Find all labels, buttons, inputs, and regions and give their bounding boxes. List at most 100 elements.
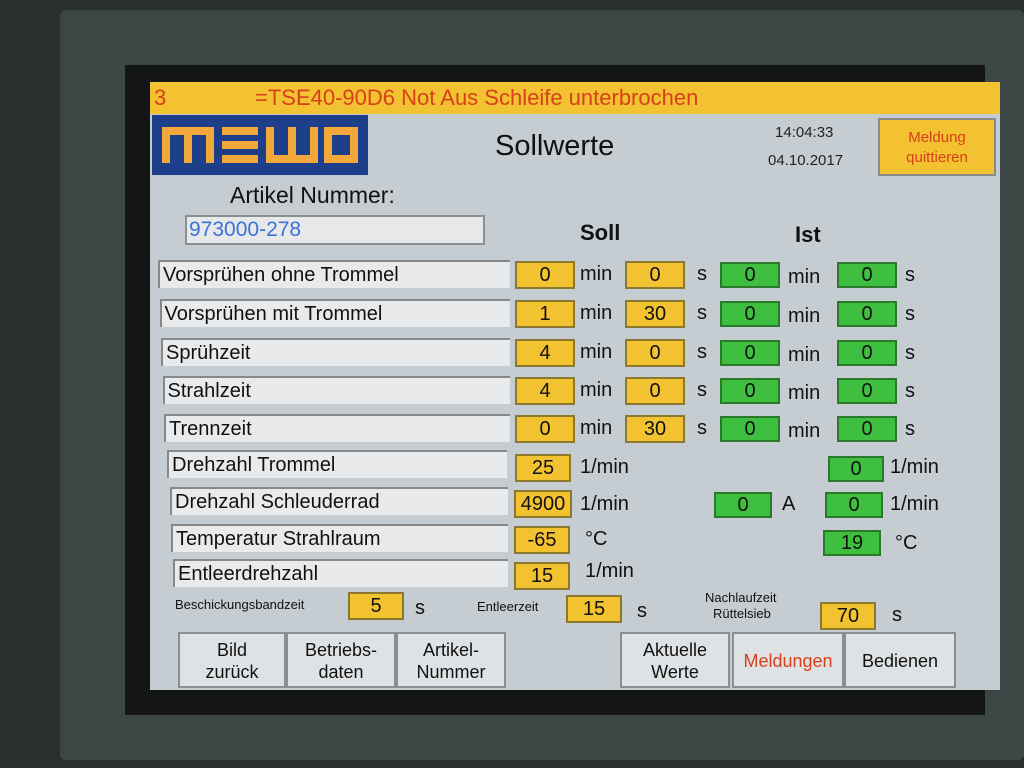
nav-button-0[interactable]: Bild zurück [178, 632, 286, 688]
soll-min-input[interactable]: 0 [515, 261, 575, 289]
nav-button-line2: Werte [651, 662, 699, 682]
schleuderrad-current-ist: 0 [714, 492, 772, 518]
hmi-screen: 3 =TSE40-90D6 Not Aus Schleife unterbroc… [150, 82, 1000, 690]
unit: min [580, 379, 613, 401]
beschickung-value[interactable]: 5 [348, 592, 404, 620]
soll-s-input[interactable]: 30 [625, 300, 685, 328]
unit: s [697, 417, 707, 439]
ist-min-value: 0 [720, 301, 780, 327]
unit: s [905, 380, 915, 402]
row-label: Vorsprühen mit Trommel [159, 299, 510, 327]
alarm-bar[interactable]: 3 =TSE40-90D6 Not Aus Schleife unterbroc… [150, 82, 1000, 114]
ist-s-value: 0 [837, 262, 897, 288]
drehzahl-trommel-ist: 0 [828, 456, 884, 482]
unit: s [905, 303, 915, 325]
row-label: Sprühzeit [161, 338, 510, 366]
unit: s [905, 418, 915, 440]
soll-s-input[interactable]: 0 [625, 261, 685, 289]
unit: °C [895, 532, 918, 554]
unit: min [788, 382, 821, 404]
article-number-input[interactable]: 973000-278 [185, 215, 485, 245]
nav-button-line1: Bedienen [861, 651, 939, 671]
alarm-number: 3 [154, 85, 167, 110]
drehzahl-trommel-label: Drehzahl Trommel [167, 450, 507, 478]
row-label: Trennzeit [164, 414, 510, 442]
nav-button-3[interactable]: Aktuelle Werte [620, 632, 730, 688]
ist-s-value: 0 [837, 340, 897, 366]
nav-button-line2: zurück [205, 662, 259, 682]
nav-button-line1: Bild [216, 640, 247, 660]
unit: s [697, 302, 707, 324]
mewo-logo [152, 115, 368, 175]
row-label: Vorsprühen ohne Trommel [158, 260, 510, 288]
nav-button-line1: Aktuelle [642, 640, 708, 660]
ist-s-value: 0 [837, 416, 897, 442]
soll-s-input[interactable]: 0 [625, 339, 685, 367]
entleerzeit-value[interactable]: 15 [566, 595, 622, 623]
unit: 1/min [585, 560, 634, 582]
ist-min-value: 0 [720, 262, 780, 288]
unit: min [580, 263, 613, 285]
entleerdrehzahl-soll[interactable]: 15 [514, 562, 570, 590]
alarm-text: =TSE40-90D6 Not Aus Schleife unterbroche… [255, 85, 699, 110]
unit: 1/min [580, 456, 629, 478]
nachlaufzeit-value[interactable]: 70 [820, 602, 876, 630]
nav-button-5[interactable]: Bedienen [844, 632, 956, 688]
unit: 1/min [580, 493, 629, 515]
page-title: Sollwerte [495, 130, 615, 162]
unit: °C [585, 528, 608, 550]
unit: s [637, 600, 647, 622]
soll-header: Soll [580, 220, 621, 245]
acknowledge-message-button[interactable]: Meldung quittieren [878, 118, 996, 176]
soll-s-input[interactable]: 0 [625, 377, 685, 405]
unit: 1/min [890, 456, 939, 478]
row-label: Strahlzeit [162, 376, 510, 404]
unit: 1/min [890, 493, 939, 515]
unit: s [892, 604, 902, 626]
drehzahl-schleuderrad-label: Drehzahl Schleuderrad [170, 487, 508, 515]
soll-min-input[interactable]: 0 [515, 415, 575, 443]
unit: s [697, 341, 707, 363]
unit: min [788, 305, 821, 327]
unit: A [782, 493, 796, 515]
ist-min-value: 0 [720, 378, 780, 404]
drehzahl-trommel-soll[interactable]: 25 [515, 454, 571, 482]
soll-min-input[interactable]: 4 [515, 339, 575, 367]
drehzahl-schleuderrad-ist: 0 [825, 492, 883, 518]
ist-min-value: 0 [720, 416, 780, 442]
nav-button-line2: daten [318, 662, 364, 682]
temperatur-ist: 19 [823, 530, 881, 556]
nav-button-line1: Meldungen [743, 651, 833, 671]
soll-min-input[interactable]: 4 [515, 377, 575, 405]
nav-button-line2: Nummer [416, 662, 486, 682]
temperatur-label: Temperatur Strahlraum [171, 524, 508, 552]
unit: s [697, 379, 707, 401]
ist-s-value: 0 [837, 378, 897, 404]
clock-time: 14:04:33 [775, 124, 834, 141]
ist-header: Ist [795, 222, 821, 247]
soll-s-input[interactable]: 30 [625, 415, 685, 443]
nav-button-2[interactable]: Artikel- Nummer [396, 632, 506, 688]
ist-min-value: 0 [720, 340, 780, 366]
unit: min [580, 302, 613, 324]
clock-date: 04.10.2017 [768, 152, 844, 169]
temperatur-soll[interactable]: -65 [514, 526, 570, 554]
unit: min [580, 417, 613, 439]
soll-min-input[interactable]: 1 [515, 300, 575, 328]
unit: min [580, 341, 613, 363]
beschickung-label: Beschickungsbandzeit [175, 597, 305, 612]
ruettelsieb-label: Rüttelsieb [713, 606, 771, 621]
nav-button-4[interactable]: Meldungen [732, 632, 844, 688]
unit: s [905, 342, 915, 364]
unit: s [905, 264, 915, 286]
nav-button-line1: Artikel- [422, 640, 479, 660]
unit: min [788, 344, 821, 366]
entleerdrehzahl-label: Entleerdrehzahl [173, 559, 508, 587]
article-number-label: Artikel Nummer: [230, 182, 395, 208]
unit: min [788, 266, 821, 288]
drehzahl-schleuderrad-soll[interactable]: 4900 [514, 490, 572, 518]
nav-button-1[interactable]: Betriebs-daten [286, 632, 396, 688]
ist-s-value: 0 [837, 301, 897, 327]
unit: s [415, 597, 425, 619]
entleerzeit-label: Entleerzeit [477, 599, 539, 614]
